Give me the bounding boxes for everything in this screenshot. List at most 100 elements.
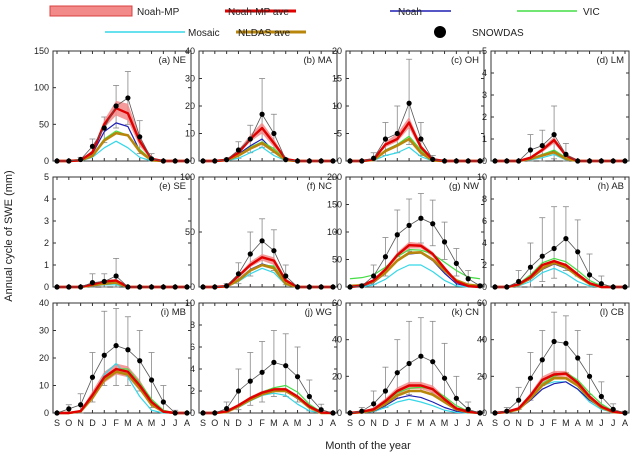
- y-tick-label: 10: [477, 172, 487, 182]
- y-tick-label: 0: [190, 156, 195, 166]
- snowdas-point: [418, 353, 424, 359]
- legend-entry-noahmp_ave: Noah-MP ave: [225, 7, 296, 18]
- y-tick-label: 0: [44, 408, 49, 418]
- snowdas-point: [539, 357, 545, 363]
- mosaic-line: [203, 267, 333, 288]
- y-tick-label: 0: [482, 156, 487, 166]
- legend-entry-nldas_ave: NLDAS ave: [236, 28, 306, 39]
- snowdas-point: [394, 232, 400, 238]
- vic-line: [203, 264, 333, 288]
- y-tick-label: 5: [482, 46, 487, 56]
- noahmp-range-band: [203, 122, 333, 161]
- snowdas-point: [371, 401, 377, 407]
- snowdas-point: [516, 158, 522, 164]
- x-tick-label: J: [540, 418, 545, 428]
- x-tick-label: F: [406, 418, 412, 428]
- x-tick-label: N: [370, 418, 377, 428]
- snowdas-point: [259, 369, 265, 375]
- snowdas-point: [54, 410, 60, 416]
- snowdas-point: [271, 130, 277, 137]
- snowdas-point: [137, 134, 143, 140]
- mosaic-line: [203, 146, 333, 162]
- y-tick-label: 0: [44, 282, 49, 292]
- x-tick-label: A: [330, 418, 336, 428]
- snowdas-point: [89, 374, 96, 380]
- snowdas-point: [394, 130, 400, 137]
- legend-label: VIC: [583, 7, 600, 18]
- snowdas-point: [382, 388, 389, 394]
- y-tick-label: 0: [337, 408, 342, 418]
- snowdas-point: [418, 136, 424, 142]
- snowdas-point: [430, 156, 436, 162]
- x-tick-label: M: [417, 418, 425, 428]
- snowdas-point: [247, 378, 253, 384]
- panel-5: 0 1 2 3 4 5 (e) SE: [44, 172, 192, 292]
- snowdas-point: [200, 284, 206, 290]
- snowdas-point: [622, 158, 628, 164]
- y-tick-label: 20: [39, 353, 49, 363]
- snowdas-point: [172, 158, 178, 164]
- legend-label: Noah: [398, 7, 422, 18]
- y-tick-label: 0: [337, 282, 342, 292]
- snowdas-point: [306, 158, 312, 164]
- snowdas-point: [551, 132, 557, 138]
- snowdas-point: [441, 158, 448, 164]
- x-tick-label: F: [551, 418, 557, 428]
- panel-frame: [198, 302, 338, 414]
- snowdas-point: [283, 363, 289, 369]
- nldas-ave-line: [57, 370, 187, 415]
- panel-frame: [490, 176, 630, 288]
- snowdas-point: [504, 284, 510, 290]
- x-axis-label: Month of the year: [325, 440, 411, 452]
- snowdas-point: [184, 158, 190, 164]
- x-tick-label: O: [211, 418, 218, 428]
- snowdas-point: [598, 158, 604, 164]
- snowdas-point: [465, 406, 471, 412]
- snowdas-point: [184, 284, 190, 290]
- y-tick-label: 2: [482, 112, 487, 122]
- snowdas-point: [453, 158, 459, 164]
- snowdas-point: [394, 370, 400, 376]
- snowdas-point: [492, 284, 498, 290]
- snowdas-point: [306, 393, 312, 400]
- snowdas-point: [148, 156, 155, 162]
- snowdas-point: [359, 158, 365, 164]
- x-tick-label: N: [515, 418, 522, 428]
- y-tick-label: 2: [190, 386, 195, 396]
- snowdas-point: [347, 410, 353, 416]
- snowdas-point: [318, 158, 324, 164]
- snowdas-point: [347, 158, 353, 164]
- snowdas-point: [259, 111, 265, 117]
- panel-frame: [490, 302, 630, 414]
- x-tick-label: M: [441, 418, 449, 428]
- x-tick-label: J: [395, 418, 400, 428]
- snowdas-point: [551, 245, 557, 252]
- noahmp-ave-line: [350, 121, 480, 163]
- x-tick-label: O: [358, 418, 365, 428]
- snowdas-point: [477, 158, 483, 164]
- snowdas-point: [441, 375, 448, 381]
- y-tick-label: 5: [44, 172, 49, 182]
- snowdas-point: [504, 158, 510, 164]
- noah-line: [203, 138, 333, 162]
- snowdas-point: [172, 410, 178, 416]
- snowdas-point: [137, 358, 143, 364]
- snowdas-point: [235, 388, 242, 394]
- snowdas-point: [113, 343, 119, 349]
- legend-entry-noahmp_range: Noah-MP: [49, 5, 180, 18]
- snowdas-point: [598, 281, 604, 287]
- legend-label: NLDAS ave: [238, 28, 291, 39]
- noah-line: [57, 371, 187, 414]
- snowdas-point: [492, 410, 498, 416]
- x-tick-label: J: [248, 418, 253, 428]
- y-tick-label: 20: [185, 101, 195, 111]
- panel-title: (e) SE: [159, 181, 186, 192]
- x-tick-label: S: [54, 418, 60, 428]
- snowdas-point: [318, 284, 324, 290]
- snowdas-point: [113, 273, 119, 279]
- snowdas-point: [575, 158, 581, 164]
